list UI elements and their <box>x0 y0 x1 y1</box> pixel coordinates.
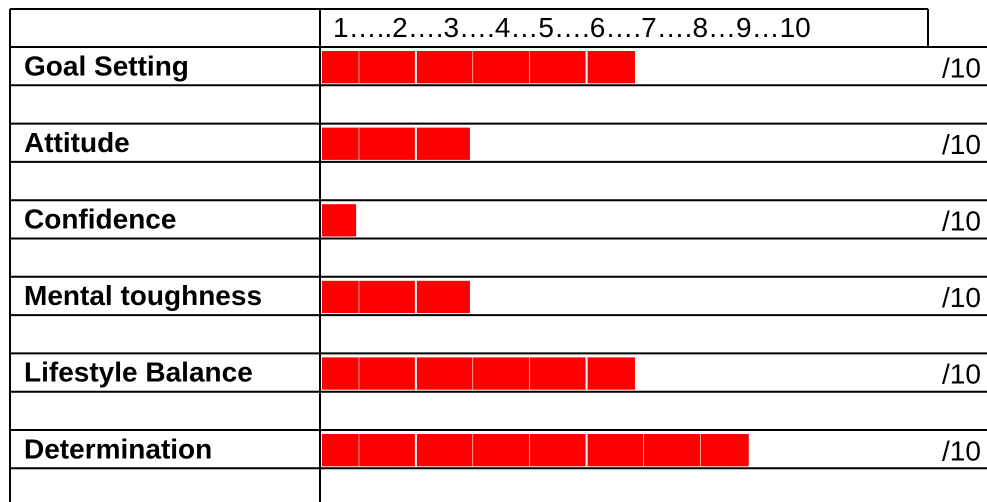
bar-mental-toughness <box>322 280 470 314</box>
bar-attitude <box>322 127 470 160</box>
row-label: Mental toughness <box>24 280 262 311</box>
row-label: Determination <box>24 433 212 464</box>
bar-confidence <box>322 204 357 237</box>
row-label: Attitude <box>24 127 130 158</box>
row-label: Goal Setting <box>24 50 189 81</box>
row-label: Confidence <box>24 204 176 235</box>
row-label: Lifestyle Balance <box>24 357 253 388</box>
scale-header-label: 1…..2….3….4…5….6….7….8…9…10 <box>333 12 811 43</box>
table-grid <box>9 8 987 502</box>
bar-lifestyle-balance <box>322 357 635 390</box>
score-suffix-label: /10 <box>942 52 981 83</box>
bar-goal-setting <box>322 51 635 84</box>
bar-determination <box>322 434 749 467</box>
bars <box>322 51 749 467</box>
score-suffix-label: /10 <box>942 282 981 313</box>
score-suffix-label: /10 <box>942 435 981 466</box>
score-suffix-label: /10 <box>942 359 981 390</box>
score-suffix-label: /10 <box>942 206 981 237</box>
score-suffix-label: /10 <box>942 129 981 160</box>
row-labels: Goal Setting/10 Attitude/10 Confidence/10 M… <box>24 50 981 466</box>
